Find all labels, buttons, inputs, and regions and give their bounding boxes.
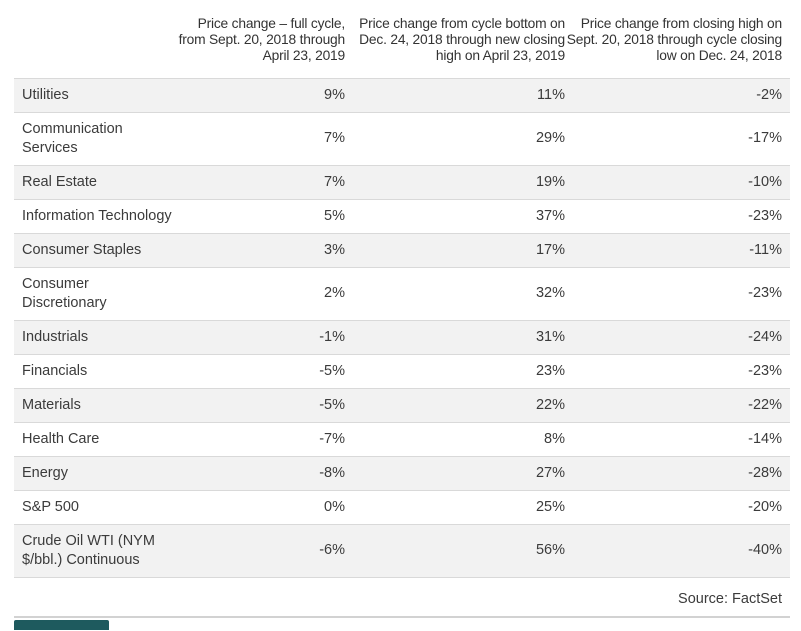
bottom-divider xyxy=(14,615,790,618)
sector-name: Materials xyxy=(22,396,81,413)
from-bottom-value: 37% xyxy=(535,207,565,224)
sector-name: Real Estate xyxy=(22,173,97,190)
sector-name: Consumer Staples xyxy=(22,241,142,258)
teal-button-fragment[interactable] xyxy=(14,619,109,630)
from-bottom-value: 19% xyxy=(535,173,565,190)
sector-name: Health Care xyxy=(22,430,100,447)
header-high-to-low: Price change from closing high on Sept. … xyxy=(567,0,790,79)
header-row: Price change – full cycle, from Sept. 20… xyxy=(14,0,790,79)
high-to-low-value: -23% xyxy=(748,207,782,224)
full-cycle-value: 0% xyxy=(324,498,345,515)
table-row: Real Estate 7% 19% -10% xyxy=(14,165,790,199)
from-bottom-value: 11% xyxy=(537,86,565,103)
sector-name: S&P 500 xyxy=(22,498,79,515)
high-to-low-value: -22% xyxy=(748,396,782,413)
sector-name: Industrials xyxy=(22,328,89,345)
high-to-low-value: -17% xyxy=(748,130,782,146)
header-full-cycle-label: Price change – full cycle, from Sept. 20… xyxy=(178,15,346,63)
source-attribution: Source: FactSet xyxy=(678,590,782,607)
from-bottom-value: 31% xyxy=(535,328,565,345)
from-bottom-value: 56% xyxy=(535,542,565,558)
high-to-low-value: -40% xyxy=(748,542,782,558)
full-cycle-value: -6% xyxy=(319,542,345,558)
table-body: Utilities 9% 11% -2% Communication Servi… xyxy=(14,78,790,577)
full-cycle-value: -1% xyxy=(319,328,345,345)
table-row: Consumer Discretionary 2% 32% -23% xyxy=(14,267,790,320)
header-from-bottom: Price change from cycle bottom on Dec. 2… xyxy=(353,0,573,79)
header-from-bottom-label: Price change from cycle bottom on Dec. 2… xyxy=(359,15,565,63)
from-bottom-value: 22% xyxy=(535,396,565,413)
full-cycle-value: -7% xyxy=(319,430,345,447)
sector-name: Information Technology xyxy=(22,207,172,224)
table-row: Utilities 9% 11% -2% xyxy=(14,78,790,112)
table-row: S&P 500 0% 25% -20% xyxy=(14,490,790,524)
high-to-low-value: -2% xyxy=(756,86,782,103)
price-change-table: Price change – full cycle, from Sept. 20… xyxy=(14,0,790,578)
table-row: Communication Services 7% 29% -17% xyxy=(14,112,790,165)
table-row: Health Care -7% 8% -14% xyxy=(14,422,790,456)
header-sector xyxy=(14,0,182,79)
header-high-to-low-label: Price change from closing high on Sept. … xyxy=(566,15,782,63)
sector-name: Crude Oil WTI (NYM $/bbl.) Continuous xyxy=(22,532,155,568)
table-header: Price change – full cycle, from Sept. 20… xyxy=(14,0,790,79)
high-to-low-value: -23% xyxy=(748,285,782,301)
table-row: Materials -5% 22% -22% xyxy=(14,388,790,422)
sector-name: Consumer Discretionary xyxy=(22,275,107,311)
full-cycle-value: -5% xyxy=(319,396,345,413)
sector-name: Communication Services xyxy=(22,120,123,156)
from-bottom-value: 8% xyxy=(544,430,565,447)
full-cycle-value: 7% xyxy=(324,130,345,146)
high-to-low-value: -28% xyxy=(748,464,782,481)
full-cycle-value: -5% xyxy=(319,362,345,379)
full-cycle-value: 2% xyxy=(324,285,345,301)
full-cycle-value: 3% xyxy=(324,241,345,258)
full-cycle-value: -8% xyxy=(319,464,345,481)
table-row: Information Technology 5% 37% -23% xyxy=(14,199,790,233)
table-row: Industrials -1% 31% -24% xyxy=(14,320,790,354)
sector-name: Energy xyxy=(22,464,68,481)
table-row: Financials -5% 23% -23% xyxy=(14,354,790,388)
from-bottom-value: 17% xyxy=(535,241,565,258)
from-bottom-value: 29% xyxy=(535,130,565,146)
high-to-low-value: -23% xyxy=(748,362,782,379)
table-row: Crude Oil WTI (NYM $/bbl.) Continuous -6… xyxy=(14,524,790,577)
from-bottom-value: 23% xyxy=(535,362,565,379)
from-bottom-value: 27% xyxy=(535,464,565,481)
high-to-low-value: -10% xyxy=(748,173,782,190)
from-bottom-value: 25% xyxy=(535,498,565,515)
header-full-cycle: Price change – full cycle, from Sept. 20… xyxy=(178,0,353,79)
full-cycle-value: 7% xyxy=(324,173,345,190)
table-row: Consumer Staples 3% 17% -11% xyxy=(14,233,790,267)
sector-name: Financials xyxy=(22,362,88,379)
high-to-low-value: -24% xyxy=(748,328,782,345)
from-bottom-value: 32% xyxy=(535,285,565,301)
high-to-low-value: -11% xyxy=(749,241,782,258)
high-to-low-value: -14% xyxy=(748,430,782,447)
full-cycle-value: 5% xyxy=(324,207,345,224)
table-row: Energy -8% 27% -28% xyxy=(14,456,790,490)
high-to-low-value: -20% xyxy=(748,498,782,515)
sector-name: Utilities xyxy=(22,86,69,103)
full-cycle-value: 9% xyxy=(324,86,345,103)
